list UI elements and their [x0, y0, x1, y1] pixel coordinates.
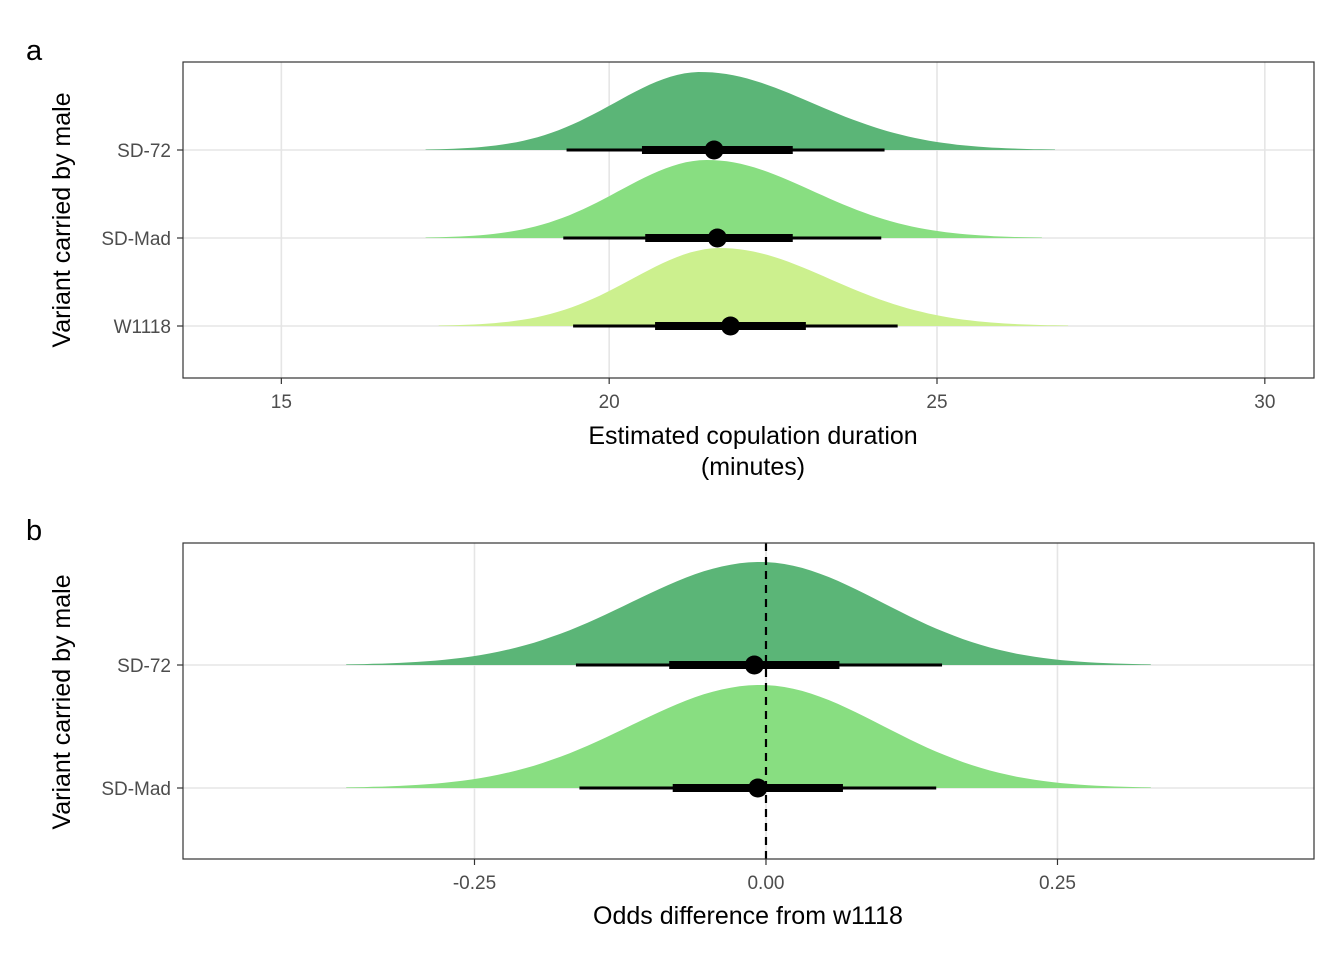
median-point-sd-72 — [744, 655, 764, 675]
density-w1118 — [438, 248, 1069, 326]
panel-a: a W1118 SD-Mad SD-72 15 20 25 30 Estimated co… — [26, 35, 1315, 481]
panel-b-y-ticks: SD-Mad SD-72 — [101, 656, 183, 800]
x-tick-label: 20 — [599, 392, 620, 413]
panel-a-y-axis-label: Variant carried by male — [48, 92, 76, 347]
density-sd-mad — [425, 160, 1042, 238]
panel-b-x-axis-label: Odds difference from w1118 — [593, 902, 903, 930]
panel-a-marks — [425, 72, 1069, 336]
panel-a-x-ticks: 15 20 25 30 — [271, 378, 1275, 413]
y-tick-label-sd-72: SD-72 — [117, 656, 171, 677]
density-sd-72 — [346, 562, 1151, 665]
panel-label-b: b — [26, 515, 42, 547]
panel-label-a: a — [26, 35, 43, 67]
median-point-sd-72 — [704, 140, 724, 160]
panel-b-y-axis-label: Variant carried by male — [48, 574, 76, 829]
panel-a-y-ticks: W1118 SD-Mad SD-72 — [101, 141, 183, 338]
y-tick-label-w1118: W1118 — [114, 317, 171, 338]
y-tick-label-sd-72: SD-72 — [117, 141, 171, 162]
y-tick-label-sd-mad: SD-Mad — [101, 779, 171, 800]
x-tick-label: -0.25 — [453, 873, 496, 894]
x-tick-label: 30 — [1254, 392, 1275, 413]
x-tick-label: 25 — [926, 392, 947, 413]
panel-b: b SD-Mad SD-72 -0.25 0.00 0.25 Odds differe… — [26, 515, 1315, 930]
density-sd-72 — [425, 72, 1056, 150]
panel-b-x-ticks: -0.25 0.00 0.25 — [453, 859, 1076, 894]
x-tick-label: 0.25 — [1039, 873, 1076, 894]
panel-b-border — [182, 542, 1315, 860]
panel-a-x-axis-label-line-2: (minutes) — [701, 453, 805, 481]
x-tick-label: 15 — [271, 392, 292, 413]
median-point-sd-mad — [748, 778, 768, 798]
panel-a-border — [182, 61, 1315, 379]
panel-b-marks — [346, 543, 1151, 859]
x-tick-label: 0.00 — [747, 873, 784, 894]
y-tick-label-sd-mad: SD-Mad — [101, 229, 171, 250]
panel-a-x-axis-label-line-1: Estimated copulation duration — [588, 422, 917, 450]
median-point-w1118 — [720, 316, 740, 336]
density-sd-mad — [346, 685, 1151, 788]
median-point-sd-mad — [707, 228, 727, 248]
